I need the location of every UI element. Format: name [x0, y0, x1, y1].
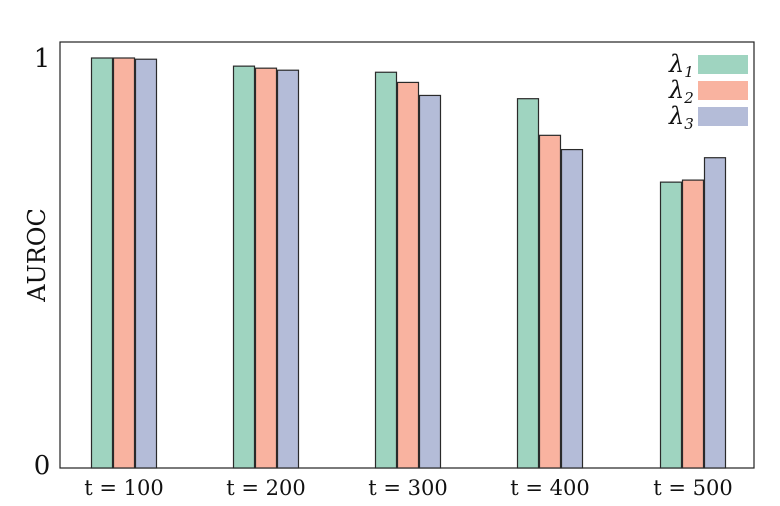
bar-3-4 — [560, 148, 584, 469]
bar-1-1 — [90, 57, 114, 469]
legend-swatch-1 — [698, 55, 748, 74]
legend-label-2: λ2 — [668, 76, 694, 107]
legend-label-3: λ3 — [668, 102, 694, 133]
x-tick-label-2: t = 200 — [226, 476, 305, 500]
bar-2-1 — [112, 57, 136, 469]
y-axis-label: AUROC — [23, 208, 51, 303]
bar-2-2 — [254, 67, 278, 469]
x-tick-label-5: t = 500 — [653, 476, 732, 500]
bar-1-5 — [659, 181, 683, 469]
bar-2-3 — [396, 81, 420, 469]
legend-swatch-2 — [698, 81, 748, 100]
bar-1-2 — [232, 65, 256, 469]
y-ticks: 01 — [34, 44, 51, 481]
x-tick-label-1: t = 100 — [84, 476, 163, 500]
bar-3-1 — [134, 58, 158, 469]
y-tick-label-1: 1 — [34, 44, 51, 74]
bar-3-3 — [418, 94, 442, 469]
bar-3-5 — [703, 157, 727, 469]
x-tick-label-4: t = 400 — [510, 476, 589, 500]
bar-2-5 — [681, 179, 705, 469]
bar-1-4 — [516, 98, 540, 469]
x-ticks: t = 100 t = 200 t = 300 t = 400 t = 500 — [84, 476, 732, 500]
legend-swatch-3 — [698, 107, 748, 126]
bar-3-2 — [276, 69, 300, 469]
bar-1-3 — [374, 71, 398, 469]
x-tick-label-3: t = 300 — [368, 476, 447, 500]
legend-label-1: λ1 — [668, 50, 694, 81]
bars-group — [90, 57, 727, 469]
y-tick-label-0: 0 — [34, 451, 51, 481]
bar-2-4 — [538, 134, 562, 469]
